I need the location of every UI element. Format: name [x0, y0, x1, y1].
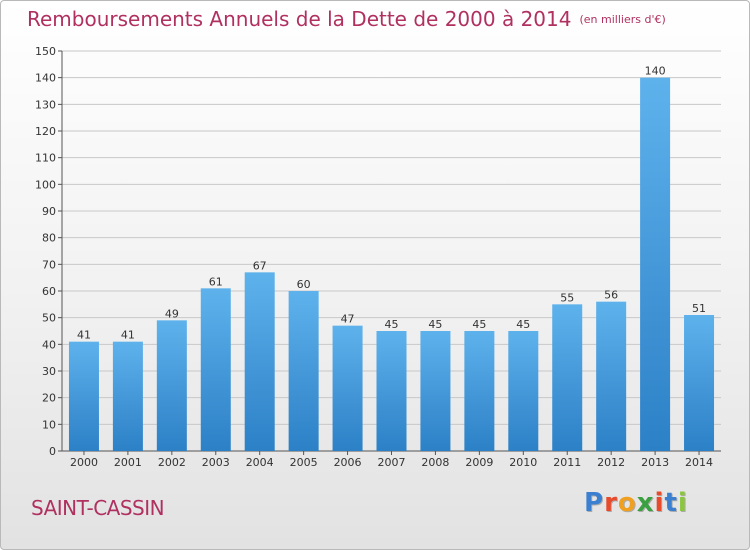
x-tick-label: 2007: [378, 456, 406, 469]
bar-value-label: 61: [209, 275, 223, 288]
x-tick-label: 2010: [509, 456, 537, 469]
logo-letter: o: [617, 488, 637, 518]
y-tick-label: 140: [35, 72, 56, 85]
bar: [508, 331, 539, 451]
bar-value-label: 55: [560, 291, 574, 304]
x-tick-label: 2012: [597, 456, 625, 469]
bar: [244, 272, 275, 451]
bar-value-label: 51: [692, 302, 706, 315]
y-tick-label: 10: [42, 418, 56, 431]
bar-value-label: 140: [645, 65, 666, 78]
bar: [200, 288, 231, 451]
x-tick-label: 2014: [685, 456, 713, 469]
x-tick-label: 2001: [114, 456, 142, 469]
bar: [640, 77, 671, 452]
logo-letter: i: [677, 488, 688, 518]
x-tick-label: 2004: [246, 456, 274, 469]
bar-value-label: 49: [165, 307, 179, 320]
bar-value-label: 60: [297, 278, 311, 291]
y-tick-label: 60: [42, 285, 56, 298]
logo-letter: x: [636, 488, 655, 518]
bar-value-label: 56: [604, 289, 618, 302]
y-tick-label: 0: [49, 445, 56, 458]
x-tick-label: 2005: [290, 456, 318, 469]
y-tick-label: 40: [42, 338, 56, 351]
y-tick-label: 130: [35, 98, 56, 111]
bar-value-label: 45: [385, 318, 399, 331]
bar-value-label: 45: [428, 318, 442, 331]
y-tick-label: 120: [35, 125, 56, 138]
y-tick-label: 70: [42, 258, 56, 271]
bar: [68, 341, 99, 451]
bar-labels: 41 2000 41 2001 49 2002 61 2003 67 2004 60 2005 47 20…: [70, 65, 713, 469]
logo-letter: t: [664, 488, 678, 518]
logo-letter: i: [654, 488, 665, 518]
bar-value-label: 47: [341, 313, 355, 326]
y-tick-label: 150: [35, 45, 56, 58]
bars: [68, 77, 715, 452]
bar: [596, 301, 627, 451]
bar-value-label: 67: [253, 259, 267, 272]
y-tick-label: 20: [42, 392, 56, 405]
bar-value-label: 41: [121, 329, 135, 342]
logo-letter: P: [584, 488, 605, 518]
logo-letter: r: [604, 488, 618, 518]
chart-title-text: Remboursements Annuels de la Dette de 20…: [27, 7, 572, 31]
commune-name: SAINT-CASSIN: [31, 496, 165, 520]
bar: [112, 341, 143, 451]
chart-subtitle: (en milliers d'€): [579, 13, 666, 26]
x-tick-label: 2000: [70, 456, 98, 469]
y-tick-label: 110: [35, 152, 56, 165]
y-tick-label: 90: [42, 205, 56, 218]
bar: [156, 320, 187, 451]
x-tick-label: 2013: [641, 456, 669, 469]
x-tick-label: 2002: [158, 456, 186, 469]
bar: [288, 291, 319, 451]
bar-value-label: 41: [77, 329, 91, 342]
y-tick-label: 80: [42, 232, 56, 245]
bar: [552, 304, 583, 451]
y-tick-label: 100: [35, 178, 56, 191]
x-tick-label: 2008: [421, 456, 449, 469]
x-tick-label: 2011: [553, 456, 581, 469]
x-tick-label: 2003: [202, 456, 230, 469]
y-tick-label: 50: [42, 312, 56, 325]
x-tick-label: 2006: [334, 456, 362, 469]
x-tick-label: 2009: [465, 456, 493, 469]
proxiti-logo: Proxiti: [584, 488, 688, 518]
chart-title: Remboursements Annuels de la Dette de 20…: [27, 7, 666, 31]
bar: [684, 315, 715, 451]
bar: [376, 331, 407, 451]
bar: [464, 331, 495, 451]
bar-value-label: 45: [516, 318, 530, 331]
bar-value-label: 45: [472, 318, 486, 331]
y-tick-label: 30: [42, 365, 56, 378]
bar: [420, 331, 451, 451]
bar: [332, 325, 363, 451]
